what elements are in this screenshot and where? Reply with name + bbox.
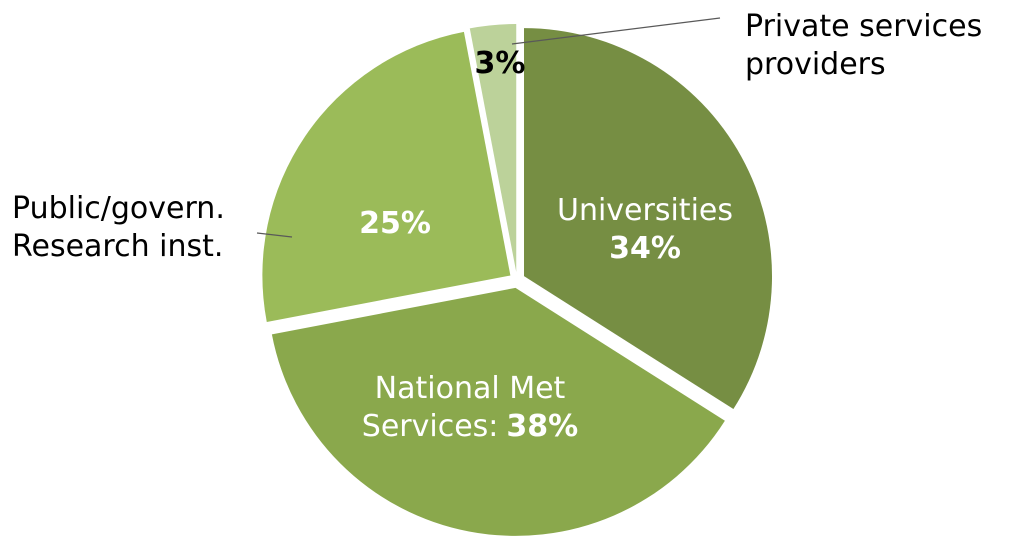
slice-label: Private services providers xyxy=(745,8,1015,83)
leader-line xyxy=(256,232,293,238)
value-label: 38% xyxy=(506,408,579,444)
value-label: 3% xyxy=(474,46,526,81)
value-label: 25% xyxy=(359,206,431,241)
slice-label: Public/govern. Research inst. xyxy=(12,190,272,265)
slice-label: Universities 34% xyxy=(525,192,765,267)
category-label: Public/govern. Research inst. xyxy=(12,191,225,264)
value-label: 34% xyxy=(609,230,681,266)
category-label: Universities xyxy=(556,193,733,228)
pie-slice xyxy=(524,28,773,410)
slice-label: National Met Services: 38% xyxy=(340,370,600,445)
value-label-box: 3% xyxy=(462,45,538,83)
category-label: Private services providers xyxy=(745,9,983,82)
category-label: National Met Services: xyxy=(361,371,566,444)
pie-slice xyxy=(271,287,725,536)
pie-slice xyxy=(469,24,517,273)
pie-slice xyxy=(262,31,511,322)
value-label-box: 25% xyxy=(340,205,450,243)
leader-line xyxy=(511,17,721,45)
